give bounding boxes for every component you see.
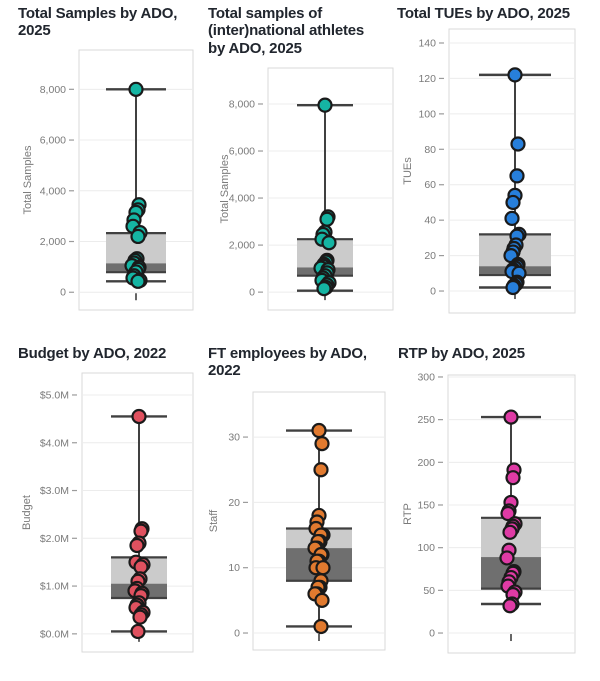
data-point[interactable] <box>132 609 148 625</box>
y-axis-title: Total Samples <box>219 154 231 224</box>
chart-title-total-samples: Total Samples by ADO, 2025 <box>18 5 178 40</box>
data-point[interactable] <box>128 81 144 97</box>
y-tick-label: $0.0M <box>40 628 69 640</box>
y-tick-label: $5.0M <box>40 389 69 401</box>
y-tick-label: 30 <box>228 432 240 444</box>
data-point[interactable] <box>502 598 518 614</box>
y-tick-label: 80 <box>424 144 436 156</box>
data-point[interactable] <box>319 211 335 227</box>
y-tick-label: 50 <box>423 585 435 597</box>
data-point[interactable] <box>315 560 331 576</box>
y-tick-label: 120 <box>418 73 436 85</box>
y-tick-label: 20 <box>424 250 436 262</box>
y-tick-label: 60 <box>424 179 436 191</box>
y-tick-label: 150 <box>417 499 435 511</box>
y-tick-label: $2.0M <box>40 533 69 545</box>
data-point[interactable] <box>314 592 330 608</box>
data-point[interactable] <box>505 194 521 211</box>
y-tick-label: 2,000 <box>229 240 255 252</box>
data-point[interactable] <box>510 136 526 152</box>
data-point[interactable] <box>130 228 146 245</box>
y-tick-label: 40 <box>424 215 436 227</box>
chart-cell-budget: Budget by ADO, 2022 $0.0M $1.0M $2.0M $3.0M… <box>0 340 200 681</box>
chart-title-rtp: RTP by ADO, 2025 <box>398 345 525 362</box>
boxplot-budget[interactable]: $0.0M $1.0M $2.0M $3.0M $4.0M $5.0M Budget <box>0 340 200 681</box>
y-tick-label: 6,000 <box>229 146 255 158</box>
data-point[interactable] <box>313 462 329 478</box>
y-tick-label: 10 <box>228 562 240 574</box>
y-tick-label: 0 <box>234 628 240 640</box>
y-tick-label: $3.0M <box>40 485 69 497</box>
boxplot-international-samples[interactable]: 0 2,000 4,000 6,000 8,000 Total Samples <box>200 0 400 340</box>
y-axis-title: RTP <box>402 503 414 525</box>
y-tick-label: 20 <box>228 497 240 509</box>
data-point[interactable] <box>509 168 525 184</box>
data-point[interactable] <box>321 235 337 251</box>
y-tick-label: 0 <box>429 628 435 640</box>
data-point[interactable] <box>505 470 521 486</box>
y-tick-label: 4,000 <box>229 193 255 205</box>
data-point[interactable] <box>129 537 145 554</box>
chart-title-international-samples: Total samples of (inter)national athlete… <box>208 5 365 57</box>
data-point[interactable] <box>311 422 327 439</box>
chart-title-total-tues: Total TUEs by ADO, 2025 <box>397 5 570 22</box>
data-point[interactable] <box>502 524 518 540</box>
chart-cell-ft-employees: FT employees by ADO, 2022 0 10 20 30 Staff <box>200 340 400 681</box>
y-tick-label: 2,000 <box>40 236 66 248</box>
data-point[interactable] <box>314 435 330 452</box>
data-point[interactable] <box>316 280 332 297</box>
chart-title-ft-employees: FT employees by ADO, 2022 <box>208 345 367 380</box>
y-tick-label: 140 <box>418 37 436 49</box>
chart-cell-total-samples: Total Samples by ADO, 2025 0 2,000 4,000 6,… <box>0 0 200 340</box>
y-tick-label: 6,000 <box>40 135 66 147</box>
data-point[interactable] <box>507 67 523 83</box>
boxplot-total-tues[interactable]: 0 20 40 60 80 100 120 140 TUEs <box>400 0 600 340</box>
y-tick-label: 100 <box>418 108 436 120</box>
y-axis-title: TUEs <box>402 157 414 185</box>
data-point[interactable] <box>505 279 521 296</box>
y-tick-label: $1.0M <box>40 581 69 593</box>
y-tick-label: $4.0M <box>40 437 69 449</box>
data-point[interactable] <box>504 210 520 226</box>
data-point[interactable] <box>313 618 329 635</box>
data-point[interactable] <box>131 408 147 425</box>
y-axis-title: Total Samples <box>22 145 34 215</box>
y-tick-label: 0 <box>249 287 255 299</box>
y-tick-label: 8,000 <box>229 98 255 110</box>
y-tick-label: 200 <box>417 457 435 469</box>
boxplot-ft-employees[interactable]: 0 10 20 30 Staff <box>200 340 400 681</box>
data-point[interactable] <box>499 550 515 566</box>
y-axis-title: Budget <box>21 495 33 530</box>
y-tick-label: 300 <box>417 371 435 383</box>
data-point[interactable] <box>130 273 146 289</box>
data-point[interactable] <box>500 505 516 522</box>
data-point[interactable] <box>130 623 146 640</box>
y-tick-label: 8,000 <box>40 84 66 96</box>
chart-title-budget: Budget by ADO, 2022 <box>18 345 167 362</box>
chart-cell-international-samples: Total samples of (inter)national athlete… <box>200 0 400 340</box>
boxplot-total-samples[interactable]: 0 2,000 4,000 6,000 8,000 Total Samples <box>0 0 200 340</box>
y-tick-label: 4,000 <box>40 185 66 197</box>
chart-cell-total-tues: Total TUEs by ADO, 2025 0 20 40 60 80 100 120 1… <box>397 0 600 340</box>
data-point[interactable] <box>133 523 149 539</box>
data-point[interactable] <box>503 409 519 425</box>
data-point[interactable] <box>317 97 333 113</box>
y-tick-label: 0 <box>60 287 66 299</box>
boxplot-rtp[interactable]: 0 50 100 150 200 250 300 RTP <box>400 340 600 681</box>
chart-cell-rtp: RTP by ADO, 2025 0 50 100 150 200 250 300 RTP <box>398 340 600 681</box>
y-axis-title: Staff <box>208 509 220 532</box>
y-tick-label: 100 <box>417 542 435 554</box>
y-tick-label: 0 <box>430 286 436 298</box>
y-tick-label: 250 <box>417 414 435 426</box>
